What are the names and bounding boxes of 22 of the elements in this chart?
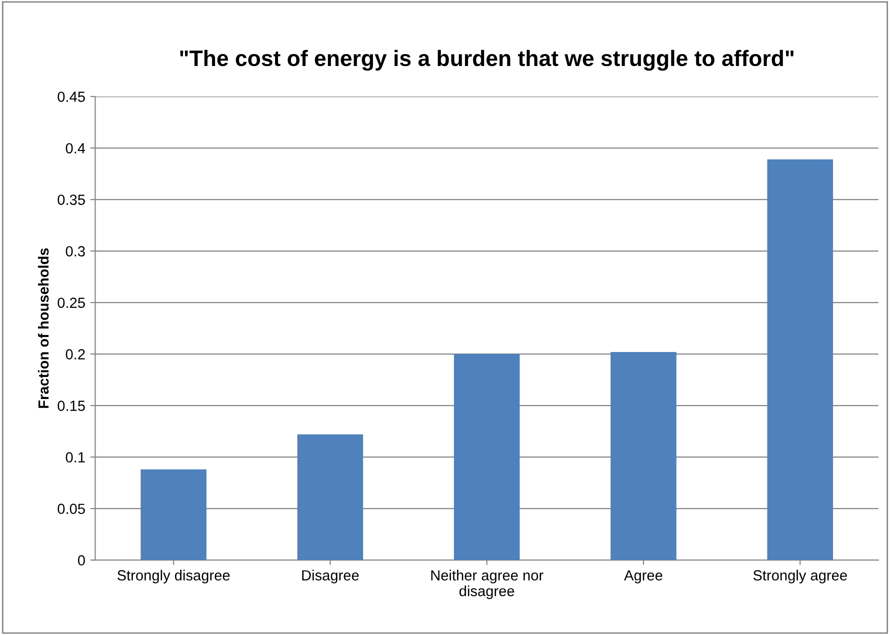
x-tick-label: Agree	[624, 570, 662, 584]
y-tick-label: 0.2	[66, 349, 85, 360]
y-tick-label: 0.15	[58, 400, 85, 411]
x-tick-label: Neither agree nor disagree	[431, 570, 544, 600]
y-tick-label: 0.4	[66, 143, 86, 154]
y-tick-label: 0.3	[66, 246, 85, 256]
bar	[297, 434, 364, 560]
y-tick-label: 0	[78, 555, 85, 566]
chart-title: "The cost of energy is a burden that we struggle to afford"	[180, 50, 794, 71]
bar	[610, 352, 676, 560]
x-tick-label: Disagree	[302, 570, 359, 584]
x-tick-label: Strongly disagree	[117, 570, 230, 584]
bar	[767, 159, 834, 560]
bar	[454, 354, 520, 560]
y-axis-title: Fraction of households	[38, 248, 49, 408]
y-tick-label: 0.05	[58, 504, 85, 514]
y-tick-label: 0.35	[58, 194, 85, 205]
x-tick-label: Strongly agree	[753, 570, 847, 584]
y-tick-label: 0.1	[66, 452, 85, 462]
bar	[140, 469, 206, 560]
y-tick-label: 0.45	[58, 92, 85, 102]
y-tick-label: 0.25	[58, 298, 85, 308]
